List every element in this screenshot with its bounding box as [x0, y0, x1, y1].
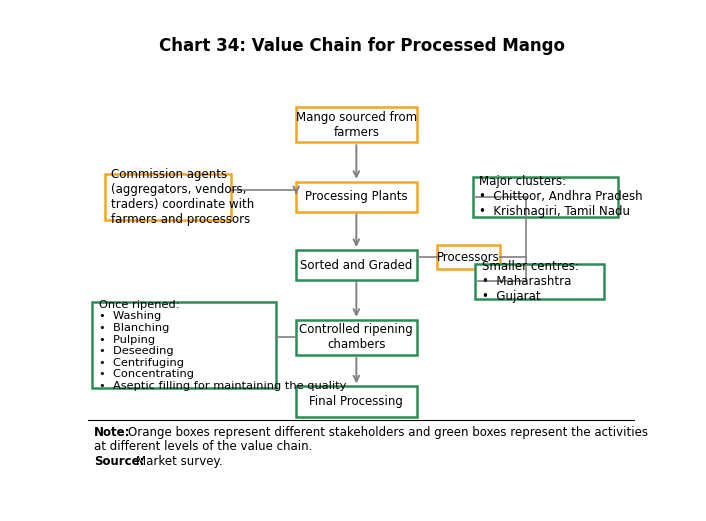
- FancyBboxPatch shape: [297, 387, 417, 417]
- Text: Note:: Note:: [94, 426, 130, 439]
- Text: Controlled ripening
chambers: Controlled ripening chambers: [299, 324, 413, 351]
- FancyBboxPatch shape: [437, 245, 500, 269]
- Text: Major clusters:
•  Chittoor, Andhra Pradesh
•  Krishnagiri, Tamil Nadu: Major clusters: • Chittoor, Andhra Prade…: [479, 176, 643, 218]
- FancyBboxPatch shape: [92, 302, 275, 389]
- FancyBboxPatch shape: [472, 177, 618, 217]
- Text: Smaller centres:
•  Maharashtra
•  Gujarat: Smaller centres: • Maharashtra • Gujarat: [482, 259, 579, 303]
- Text: Commission agents
(aggregators, vendors,
traders) coordinate with
farmers and pr: Commission agents (aggregators, vendors,…: [112, 168, 254, 226]
- Text: Processing Plants: Processing Plants: [305, 190, 407, 203]
- FancyBboxPatch shape: [297, 320, 417, 355]
- Title: Chart 34: Value Chain for Processed Mango: Chart 34: Value Chain for Processed Mang…: [159, 38, 565, 55]
- Text: Final Processing: Final Processing: [309, 395, 403, 408]
- FancyBboxPatch shape: [297, 182, 417, 212]
- FancyBboxPatch shape: [475, 264, 604, 299]
- Text: Source:: Source:: [94, 455, 144, 468]
- FancyBboxPatch shape: [297, 250, 417, 280]
- Text: Mango sourced from
farmers: Mango sourced from farmers: [296, 110, 417, 139]
- Text: at different levels of the value chain.: at different levels of the value chain.: [94, 440, 312, 453]
- FancyBboxPatch shape: [104, 174, 230, 220]
- FancyBboxPatch shape: [297, 107, 417, 142]
- Text: Processors: Processors: [437, 251, 500, 264]
- Text: Once ripened:
•  Washing
•  Blanching
•  Pulping
•  Deseeding
•  Centrifuging
• : Once ripened: • Washing • Blanching • Pu…: [99, 300, 347, 391]
- Text: Orange boxes represent different stakeholders and green boxes represent the acti: Orange boxes represent different stakeho…: [128, 426, 647, 439]
- Text: Market survey.: Market survey.: [136, 455, 222, 468]
- Text: Sorted and Graded: Sorted and Graded: [300, 258, 412, 271]
